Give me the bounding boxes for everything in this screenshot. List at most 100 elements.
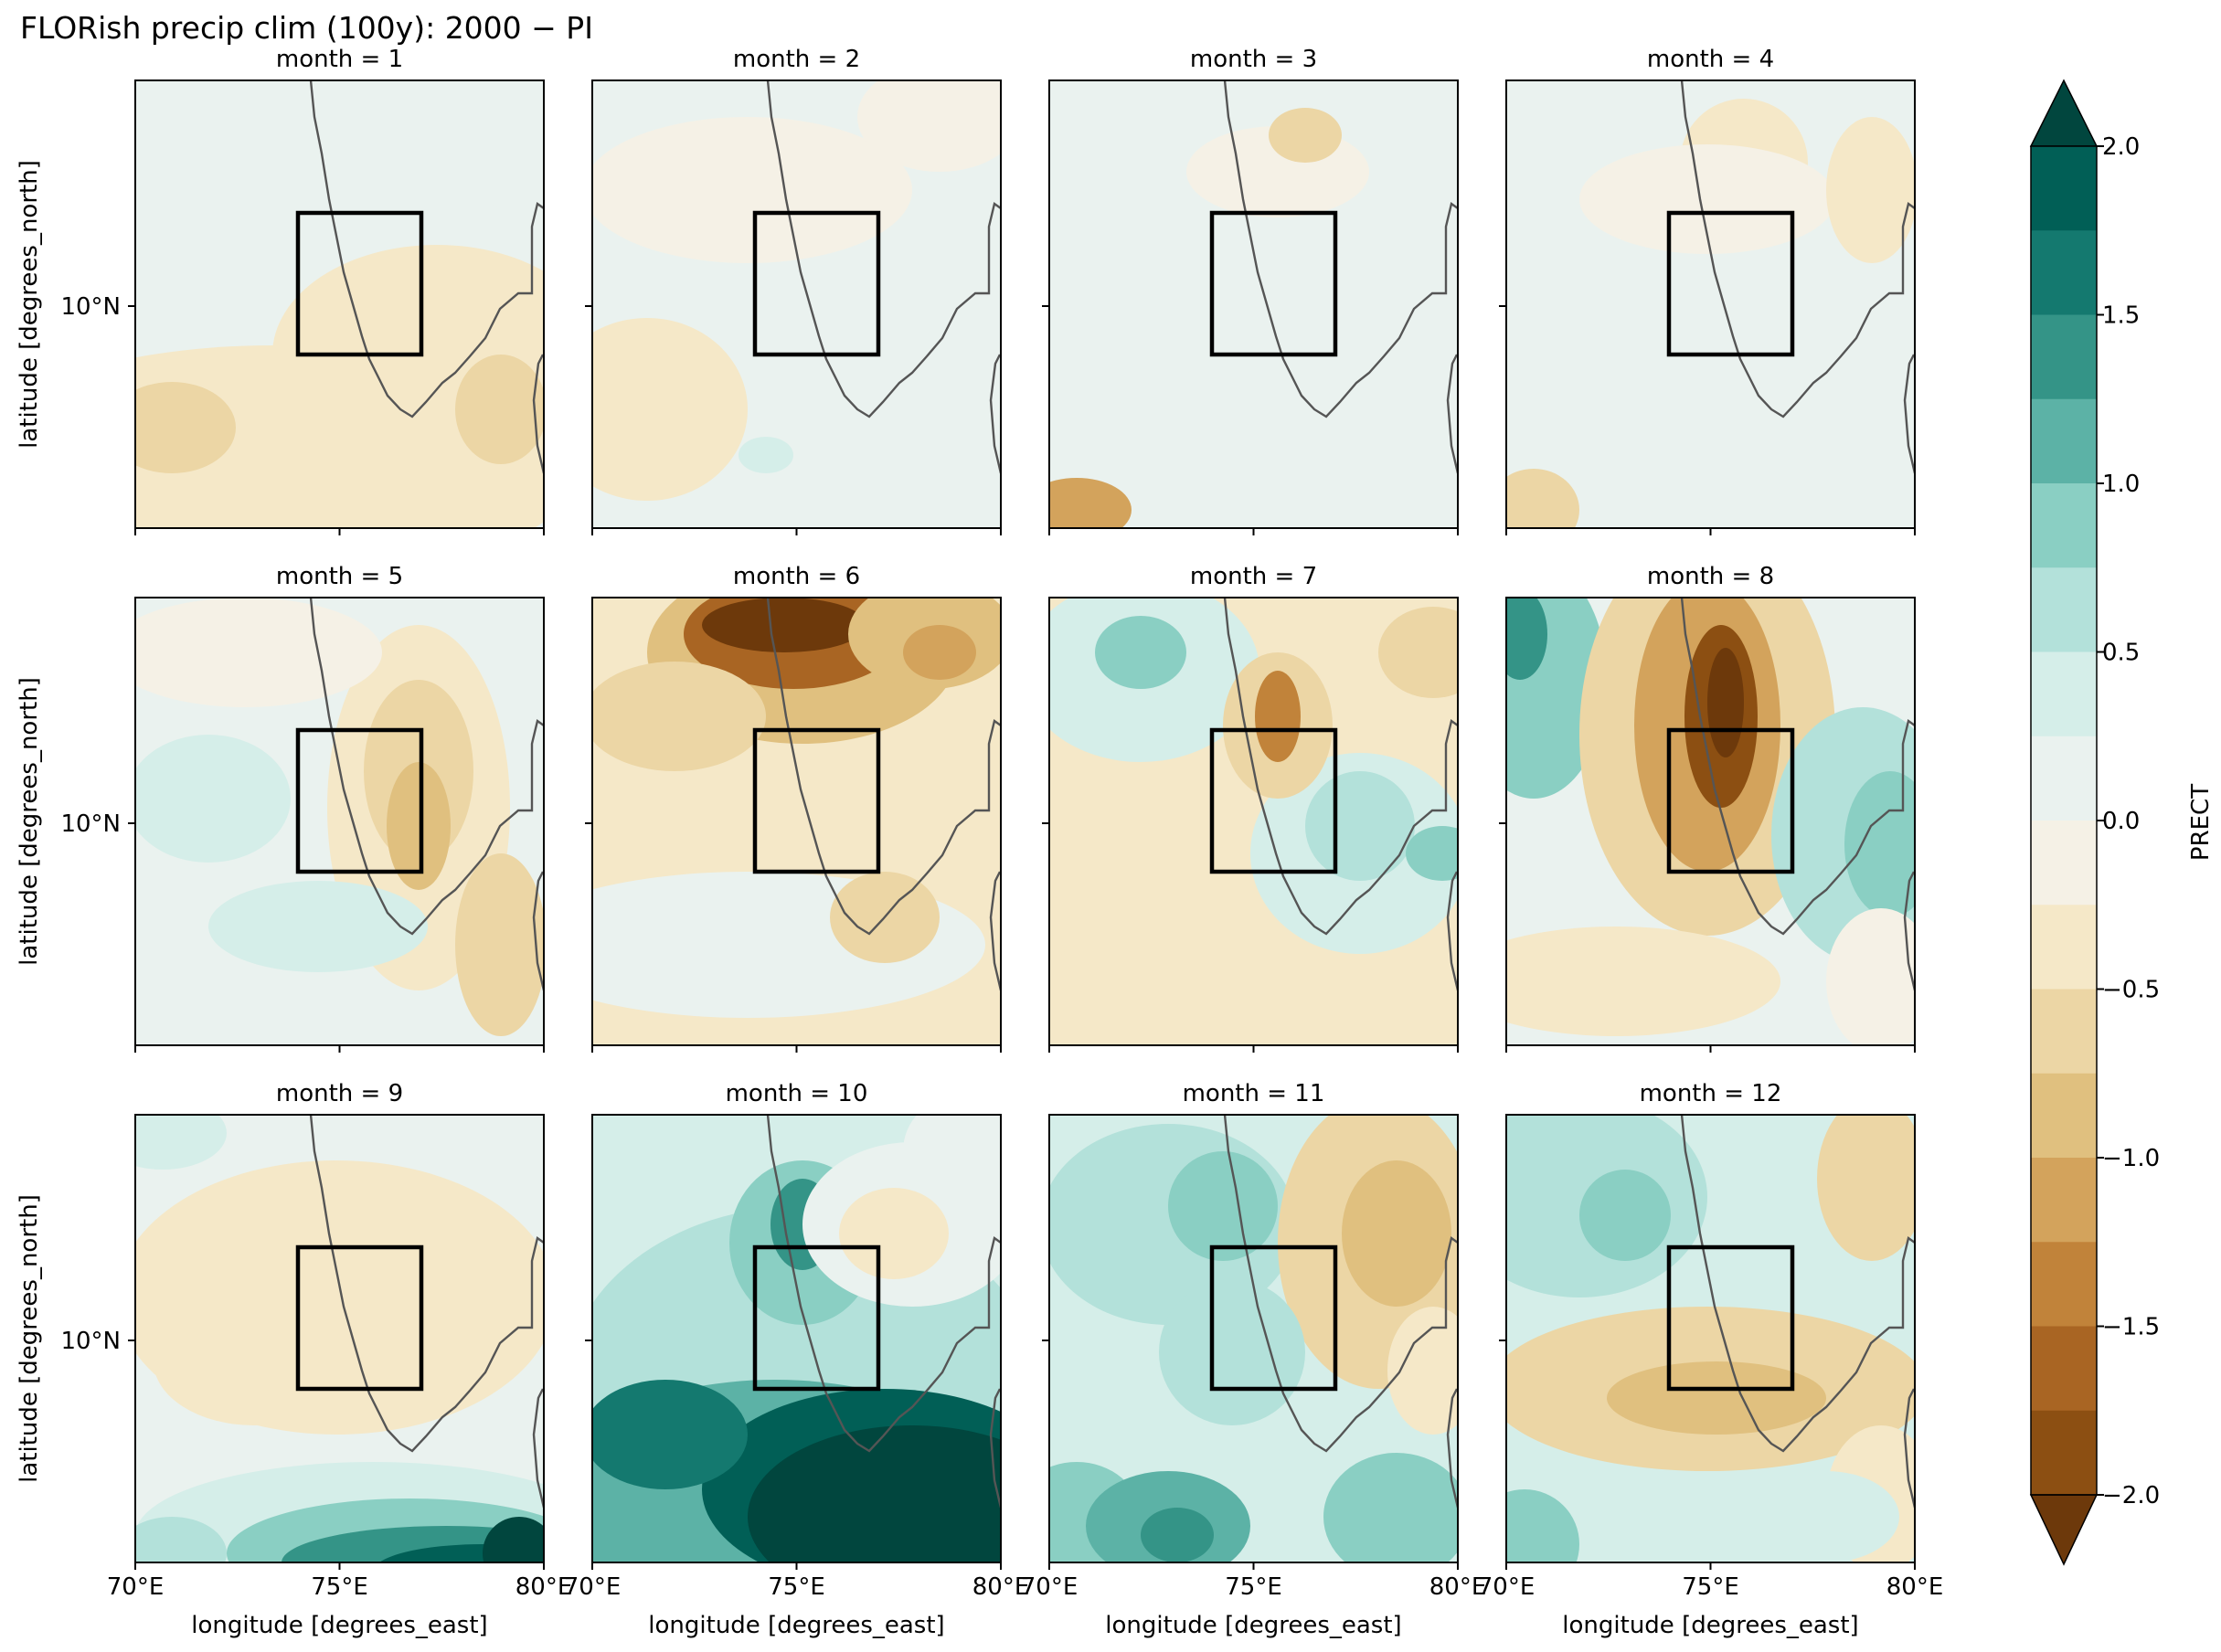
map-panel [585, 1114, 1002, 1570]
study-region-box [1666, 1244, 1795, 1392]
contour-region [1269, 108, 1342, 163]
lon-tick-label: 80°E [1886, 1573, 1944, 1601]
coastline [1903, 871, 1915, 991]
contour-region [1506, 927, 1780, 1036]
contour-region [1826, 117, 1915, 263]
study-region-box [1666, 727, 1795, 874]
coastline [989, 1388, 1001, 1509]
study-region-box [295, 727, 424, 874]
map-panel [1042, 79, 1459, 535]
coastline [1446, 871, 1458, 991]
contour-region [455, 355, 544, 464]
coastline [532, 354, 544, 474]
contour-region [135, 80, 336, 172]
contour-field [1049, 80, 1458, 528]
lon-tick-label: 75°E [768, 1573, 825, 1601]
colorbar-segment [2031, 1326, 2097, 1412]
x-axis-label: longitude [degrees_east] [648, 1612, 944, 1639]
study-region-box [752, 1244, 881, 1392]
colorbar-tick-label: −0.5 [2102, 977, 2160, 1004]
coastline [1680, 80, 1915, 418]
contour-field [1506, 1115, 1915, 1562]
lon-tick-label: 70°E [107, 1573, 165, 1601]
contour-region [135, 1517, 227, 1562]
colorbar-segment [2031, 1073, 2097, 1159]
panel-grid [128, 79, 1916, 1570]
colorbar-tick-label: −1.0 [2102, 1145, 2160, 1172]
contour-region [1579, 1170, 1671, 1261]
colorbar-extend-min [2029, 1494, 2099, 1566]
colorbar-tick-label: −1.5 [2102, 1314, 2160, 1341]
coastline [309, 598, 544, 936]
contour-region [1141, 345, 1458, 510]
contour-region [592, 318, 748, 501]
coastline [532, 871, 544, 991]
contour-region [1168, 1151, 1278, 1261]
colorbar-segment [2031, 821, 2097, 905]
contour-region [1049, 154, 1278, 409]
contour-region [483, 1517, 544, 1562]
contour-region [702, 598, 866, 652]
contour-region [1506, 469, 1579, 528]
contour-field [1506, 598, 1915, 1045]
coastline [766, 80, 1001, 418]
panel-title: month = 8 [1647, 563, 1774, 590]
contour-field [1506, 80, 1915, 528]
contour-region [208, 881, 428, 972]
colorbar-segment [2031, 1410, 2097, 1496]
colorbar-label: PRECT [2187, 784, 2215, 861]
x-axis-label: longitude [degrees_east] [191, 1612, 487, 1639]
colorbar-segment [2031, 230, 2097, 315]
panel-title: month = 7 [1190, 563, 1317, 590]
colorbar-segment [2031, 1242, 2097, 1327]
contour-region [455, 853, 544, 1036]
contour-region [592, 1380, 748, 1489]
panel-title: month = 11 [1183, 1080, 1325, 1107]
contour-field [135, 80, 544, 528]
contour-region [1342, 1160, 1451, 1307]
y-axis-label: latitude [degrees_north] [16, 677, 43, 966]
colorbar-extend-max [2029, 79, 2099, 147]
lon-tick-label: 70°E [1021, 1573, 1079, 1601]
coastline [1680, 598, 1915, 936]
map-panel [585, 597, 1002, 1053]
coastline [989, 354, 1001, 474]
contour-region [1607, 1361, 1826, 1435]
lon-tick-label: 75°E [1225, 1573, 1282, 1601]
contour-field [592, 598, 1001, 1045]
panel-title: month = 4 [1647, 46, 1774, 73]
contour-region [857, 80, 1001, 172]
lon-tick-label: 75°E [1682, 1573, 1739, 1601]
contour-region [1506, 598, 1547, 680]
coastline [766, 598, 1001, 936]
study-region-box [1209, 727, 1338, 874]
contour-region [739, 437, 793, 473]
colorbar-tick-label: −2.0 [2102, 1482, 2160, 1509]
study-region-box [295, 1244, 424, 1392]
coastline [1446, 1388, 1458, 1509]
contour-region [1378, 607, 1458, 698]
panel-title: month = 9 [276, 1080, 403, 1107]
contour-region [1323, 1453, 1458, 1562]
map-panel [128, 597, 545, 1053]
map-panel [1499, 597, 1916, 1053]
map-panel [1042, 597, 1459, 1053]
coastline [532, 1388, 544, 1509]
contour-region [839, 1188, 949, 1279]
colorbar-segment [2031, 989, 2097, 1075]
panel-title: month = 1 [276, 46, 403, 73]
contour-region [1844, 771, 1915, 917]
map-panel [585, 79, 1002, 535]
colorbar-segment [2031, 398, 2097, 484]
colorbar-segment [2031, 483, 2097, 568]
panel-title: month = 3 [1190, 46, 1317, 73]
contour-region [1579, 144, 1835, 254]
figure-title: FLORish precip clim (100y): 2000 − PI [20, 10, 593, 46]
colorbar-segment [2031, 651, 2097, 737]
contour-region [748, 1425, 1001, 1562]
map-panel [128, 1114, 545, 1570]
lon-tick-label: 75°E [311, 1573, 368, 1601]
contour-region [1305, 771, 1415, 881]
colorbar-segment [2031, 146, 2097, 231]
